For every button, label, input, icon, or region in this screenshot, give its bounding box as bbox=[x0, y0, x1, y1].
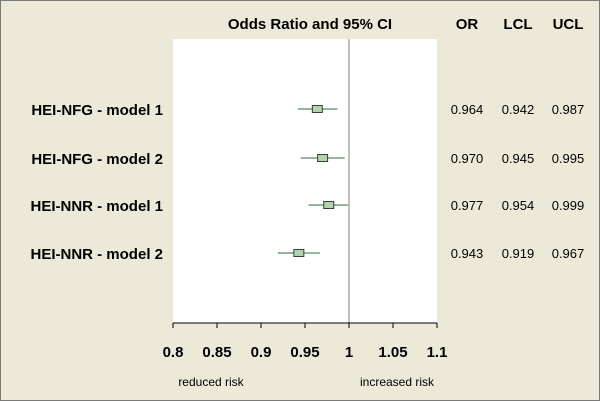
or-marker bbox=[311, 105, 323, 113]
column-header-lcl: LCL bbox=[503, 16, 532, 33]
row-label: HEI-NFG - model 2 bbox=[31, 151, 163, 168]
x-tick-label: 0.85 bbox=[202, 344, 231, 361]
x-tick-label: 1 bbox=[345, 344, 353, 361]
or-marker bbox=[293, 249, 305, 257]
column-header-ucl: UCL bbox=[553, 16, 584, 33]
or-value: 0.970 bbox=[451, 151, 484, 166]
column-header-or: OR bbox=[456, 16, 479, 33]
lcl-value: 0.954 bbox=[502, 198, 535, 213]
plot-area bbox=[173, 39, 437, 323]
ucl-value: 0.987 bbox=[552, 102, 585, 117]
row-label: HEI-NNR - model 1 bbox=[30, 198, 163, 215]
x-tick-label: 0.8 bbox=[163, 344, 184, 361]
chart-title: Odds Ratio and 95% CI bbox=[228, 16, 392, 33]
or-value: 0.977 bbox=[451, 198, 484, 213]
or-value: 0.964 bbox=[451, 102, 484, 117]
lcl-value: 0.919 bbox=[502, 246, 535, 261]
or-marker bbox=[317, 154, 329, 162]
x-tick-label: 0.9 bbox=[251, 344, 272, 361]
or-value: 0.943 bbox=[451, 246, 484, 261]
x-tick-label: 0.95 bbox=[290, 344, 319, 361]
row-label: HEI-NNR - model 2 bbox=[30, 246, 163, 263]
or-marker bbox=[323, 201, 335, 209]
ucl-value: 0.967 bbox=[552, 246, 585, 261]
increased-risk-label: increased risk bbox=[360, 375, 435, 389]
row-label: HEI-NFG - model 1 bbox=[31, 102, 163, 119]
lcl-value: 0.942 bbox=[502, 102, 535, 117]
x-tick-label: 1.1 bbox=[427, 344, 448, 361]
ucl-value: 0.995 bbox=[552, 151, 585, 166]
reduced-risk-label: reduced risk bbox=[178, 375, 244, 389]
x-tick-label: 1.05 bbox=[378, 344, 407, 361]
ucl-value: 0.999 bbox=[552, 198, 585, 213]
lcl-value: 0.945 bbox=[502, 151, 535, 166]
